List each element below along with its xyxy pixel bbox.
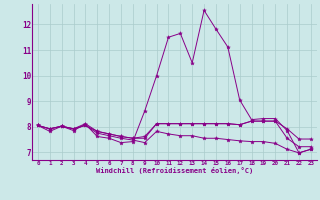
X-axis label: Windchill (Refroidissement éolien,°C): Windchill (Refroidissement éolien,°C): [96, 167, 253, 174]
